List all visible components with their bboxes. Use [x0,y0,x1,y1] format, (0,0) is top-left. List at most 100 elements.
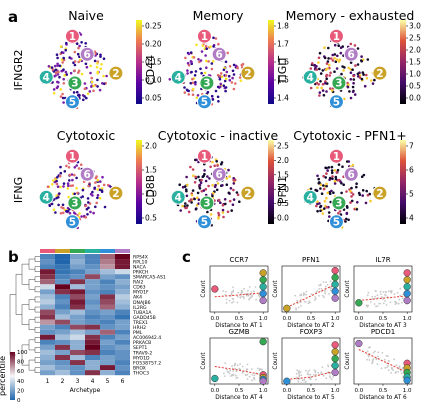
umap-cell [330,169,334,172]
dendrogram-branch [34,306,40,313]
heatmap-cell [40,289,55,295]
umap-cell [62,101,65,104]
scatter-trend-line [286,283,336,308]
umap-cell [319,187,322,190]
umap-cell [186,61,190,65]
umap-cell [99,53,102,57]
scatter-cell [376,363,379,366]
scatter-cell [330,378,333,381]
umap-cell [232,73,236,76]
heatmap-archetype-tick: 6 [121,378,125,385]
heatmap-cell [40,299,55,305]
umap-cell [195,203,199,207]
scatter-cell [306,373,309,375]
scatter-cell [299,301,302,303]
umap-panel: Memory - exhausted TIGIT 1 2 3 4 5 6 3.0 2.5 2.0 1.… [276,8,421,110]
umap-cell [365,73,368,77]
scatter-cell [255,298,257,301]
umap-cell [186,89,190,92]
colorbar-tick-label: 1.8 [277,22,289,31]
scatter-cell [245,368,248,371]
umap-cell [80,72,84,76]
scatter-cell [314,296,317,298]
scatter-cell [386,366,388,369]
scatter-cell [239,296,242,298]
scatter-cell [377,355,379,358]
heatmap-archetype-tick: 3 [76,378,80,385]
scatter-cell [325,377,328,380]
heatmap-cell [115,299,130,305]
archetype-marker [64,214,80,230]
umap-cell [59,45,63,48]
scatter-archetype-point [403,289,411,298]
scatter-cell [228,299,231,302]
archetype-marker-label: 3 [71,78,78,90]
heatmap-cell [85,289,100,295]
scatter-cell [224,362,227,365]
umap-cell [52,208,56,211]
umap-cell [333,70,336,73]
colorbar-tick-label: 2.5 [277,142,289,151]
umap-cell [235,191,239,194]
scatter-cell [372,351,375,354]
umap-cell [223,198,227,201]
heatmap-cell [115,314,130,320]
umap-panel: Cytotoxic IFNG 1 2 3 4 5 6 2.0 1.5 1.0 0.5 [12,128,157,230]
heatmap-cell [85,355,100,361]
umap-cell [89,210,92,214]
umap-cell [331,53,335,57]
heatmap-archetype-tick: 5 [106,378,110,385]
umap-cell [199,67,202,71]
umap-cell [321,212,325,215]
scatter-cell [396,292,399,294]
umap-cell [345,212,349,215]
umap-cell [55,179,58,183]
dendrogram-branch [15,273,22,315]
archetype-marker-label: 4 [175,192,182,204]
heatmap-cell [55,355,70,361]
archetype-marker-label: 5 [333,217,340,229]
heatmap-cell [55,349,70,355]
umap-cell [350,199,354,203]
dendrogram-branch [9,294,16,356]
umap-cell [318,91,322,94]
scatter-cell [304,300,307,303]
umap-cell [201,175,205,178]
scatter-cell [325,281,327,283]
umap-cell [53,75,56,78]
umap-cell [212,36,215,40]
umap-cell [197,58,200,61]
umap-cell [60,58,64,61]
umap-cell [61,203,65,207]
heatmap-cell [85,319,100,325]
umap-cell [231,76,234,80]
scatter-cell [381,352,384,354]
umap-cell [96,178,100,182]
scatter-cell [231,301,233,304]
umap-cell [207,184,210,188]
umap-cell [214,37,218,40]
scatter-cell [258,295,260,297]
umap-cell [225,177,229,180]
scatter-archetype-point [331,294,339,302]
scatter-x-tick-label: 0.5 [379,388,388,394]
umap-cell [218,77,222,81]
archetype-marker [302,189,318,205]
scatter-cell [324,285,327,288]
scatter-cell [401,297,404,300]
scatter-cell [301,379,304,382]
umap-cell [331,59,335,62]
archetype-marker [328,94,344,110]
colorbar-tick-label: 0.0 [277,214,289,223]
colorbar-tick-label: 1.5 [277,76,289,85]
umap-cell [100,63,103,66]
scatter-cell [385,291,387,294]
umap-cell [86,197,90,200]
umap-cell [185,194,189,198]
scatter-cell [251,379,253,382]
umap-cell [103,205,107,209]
scatter-cell [232,298,235,300]
umap-cell [323,207,326,210]
umap-cell [217,211,220,215]
umap-cell [369,199,372,203]
